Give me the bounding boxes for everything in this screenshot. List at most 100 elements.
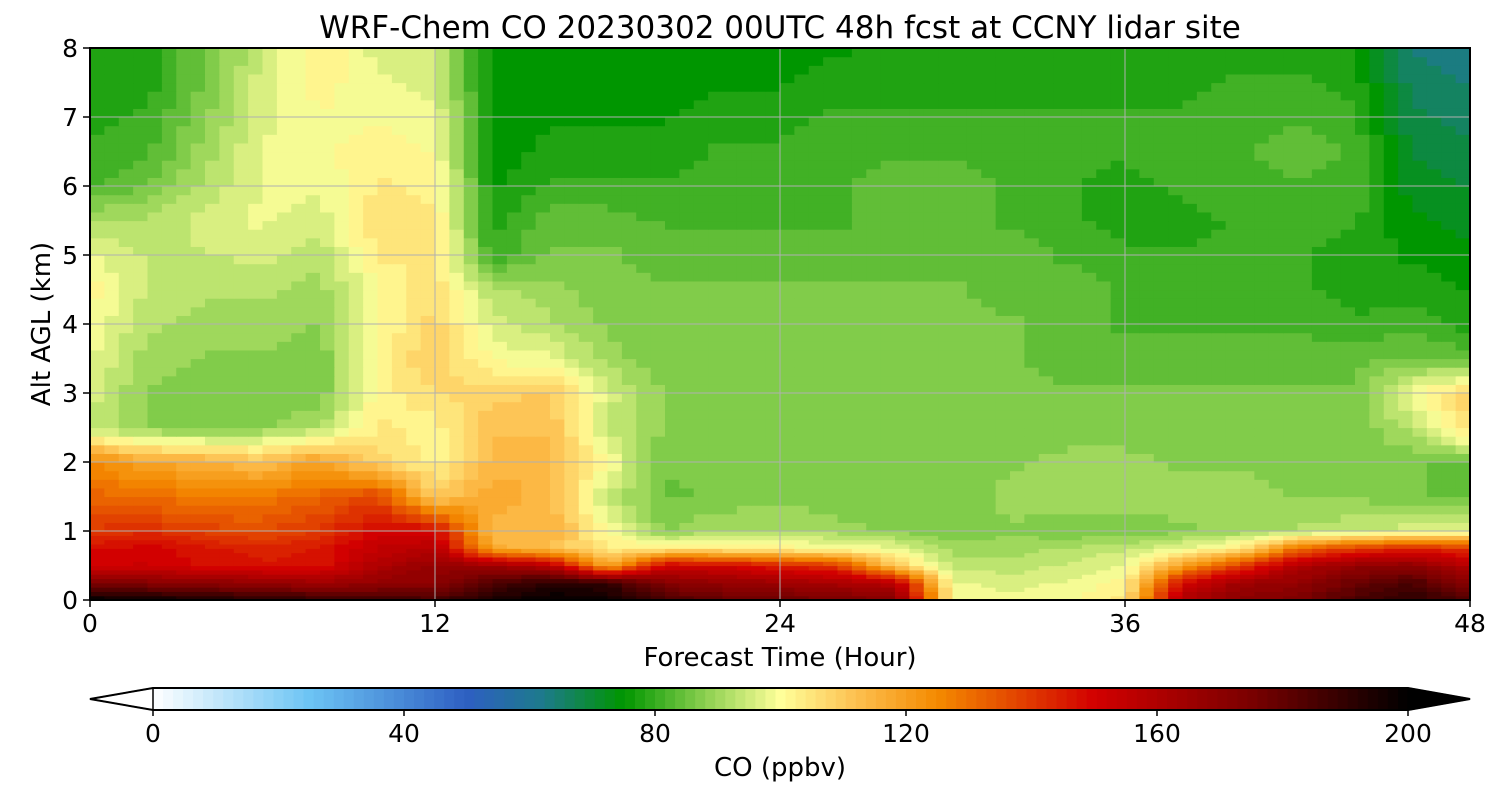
field-cell (665, 565, 680, 571)
field-cell (1355, 543, 1370, 549)
field-cell (1024, 595, 1040, 600)
field-cell (1038, 470, 1054, 480)
field-cell (1024, 358, 1040, 368)
field-cell (1297, 341, 1313, 351)
field-cell (1182, 574, 1198, 580)
field-cell (851, 324, 867, 334)
field-cell (607, 263, 623, 273)
field-cell (420, 565, 436, 571)
field-cell (377, 375, 393, 385)
field-cell (550, 298, 565, 308)
field-cell (1182, 427, 1198, 437)
field-cell (276, 539, 292, 545)
field-cell (938, 349, 954, 360)
field-cell (1311, 462, 1327, 472)
field-cell (722, 578, 738, 584)
field-cell (391, 289, 407, 299)
field-cell (650, 595, 666, 600)
field-cell (190, 444, 206, 454)
field-cell (1268, 349, 1284, 360)
field-cell (895, 595, 910, 600)
field-cell (1426, 582, 1442, 588)
field-cell (794, 522, 810, 532)
field-cell (291, 298, 307, 308)
field-cell (348, 384, 364, 394)
field-cell (248, 298, 264, 308)
field-cell (320, 220, 335, 230)
field-cell (1268, 539, 1284, 545)
field-cell (650, 505, 666, 515)
field-cell (1196, 315, 1212, 325)
field-cell (895, 552, 910, 558)
field-cell (1268, 263, 1284, 273)
field-cell (535, 479, 551, 489)
field-cell (535, 595, 551, 600)
field-cell (1297, 393, 1313, 403)
field-cell (435, 246, 450, 256)
field-cell (1038, 375, 1054, 385)
field-cell (420, 470, 436, 480)
field-cell (1211, 479, 1227, 489)
field-cell (176, 358, 192, 368)
field-cell (1254, 487, 1270, 498)
field-cell (219, 496, 235, 506)
field-cell (621, 263, 637, 273)
field-cell (1010, 578, 1025, 584)
field-cell (1398, 272, 1414, 282)
field-cell (765, 220, 781, 230)
field-cell (1168, 522, 1184, 532)
field-cell (1455, 522, 1470, 532)
field-cell (147, 375, 163, 385)
field-cell (765, 237, 781, 247)
field-cell (693, 479, 709, 489)
field-cell (492, 552, 508, 558)
field-cell (90, 548, 105, 554)
field-cell (391, 358, 407, 368)
field-cell (837, 255, 853, 265)
field-cell (1053, 591, 1069, 597)
field-cell (722, 462, 738, 472)
field-cell (636, 453, 652, 463)
field-cell (966, 263, 982, 273)
field-cell (1254, 418, 1270, 429)
field-cell (205, 280, 220, 291)
field-cell (722, 591, 738, 597)
field-cell (449, 569, 465, 575)
field-cell (780, 453, 795, 463)
field-cell (665, 401, 680, 411)
field-cell (895, 531, 910, 536)
field-cell (794, 556, 810, 562)
field-cell (233, 444, 249, 454)
field-cell (521, 272, 537, 282)
field-cell (1355, 358, 1370, 368)
field-cell (1412, 569, 1428, 575)
field-cell (1455, 384, 1470, 394)
field-cell (938, 470, 954, 480)
field-cell (578, 280, 594, 291)
field-cell (1383, 367, 1399, 377)
field-cell (133, 341, 149, 351)
field-cell (377, 255, 393, 265)
field-cell (104, 505, 120, 515)
field-cell (176, 246, 192, 256)
field-cell (334, 341, 350, 351)
field-cell (837, 505, 853, 515)
field-cell (1024, 582, 1040, 588)
field-cell (966, 578, 982, 584)
field-cell (262, 479, 278, 489)
field-cell (966, 522, 982, 532)
field-cell (435, 315, 450, 325)
field-cell (966, 410, 982, 420)
field-cell (334, 298, 350, 308)
field-cell (133, 229, 149, 239)
field-cell (794, 479, 810, 489)
field-cell (320, 384, 335, 394)
field-cell (981, 229, 997, 239)
field-cell (650, 535, 666, 541)
field-cell (923, 436, 939, 446)
field-cell (320, 479, 335, 489)
field-cell (506, 561, 522, 567)
field-cell (1355, 375, 1370, 385)
field-cell (808, 393, 824, 403)
field-cell (751, 487, 767, 498)
